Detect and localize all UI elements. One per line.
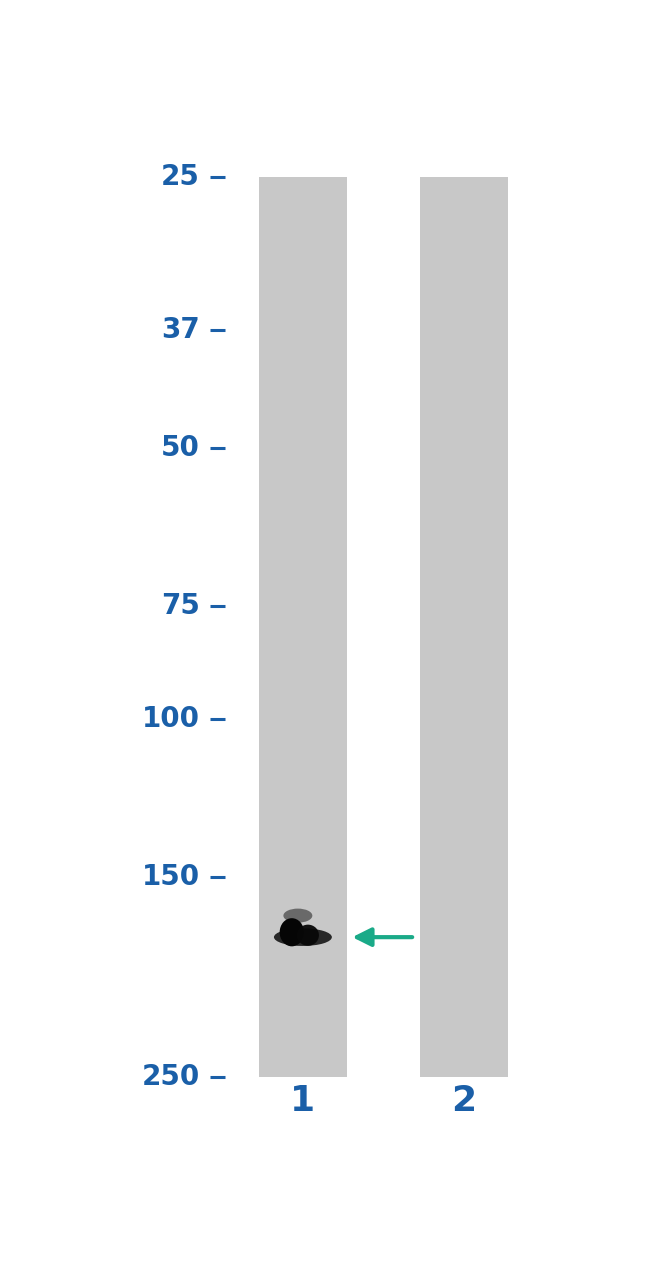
Ellipse shape: [280, 918, 304, 946]
Text: 2: 2: [452, 1085, 476, 1118]
Text: 100: 100: [142, 705, 200, 733]
Ellipse shape: [283, 908, 313, 923]
Ellipse shape: [274, 928, 332, 946]
Ellipse shape: [297, 925, 319, 946]
Text: 37: 37: [161, 316, 200, 344]
Text: 75: 75: [161, 592, 200, 620]
Text: 25: 25: [161, 163, 200, 190]
Text: 1: 1: [291, 1085, 315, 1118]
Text: 150: 150: [142, 862, 200, 892]
Bar: [259, 177, 347, 1077]
Bar: [420, 177, 508, 1077]
Text: 50: 50: [161, 433, 200, 462]
Text: 250: 250: [142, 1063, 200, 1091]
